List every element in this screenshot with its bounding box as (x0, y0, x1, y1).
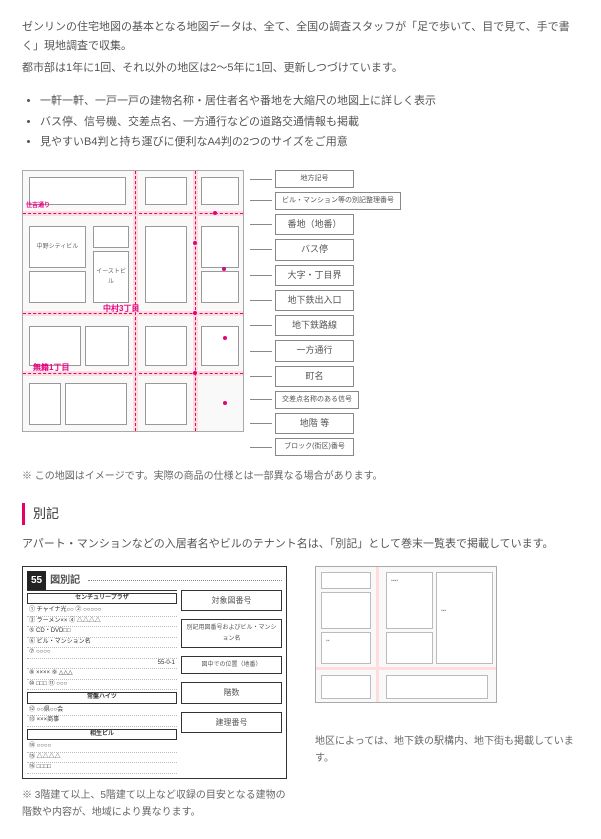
legend-tag: 地下鉄出入口 (275, 290, 354, 311)
legend-tag: 一方通行 (275, 340, 354, 361)
bekki-tag: 階数 (181, 682, 282, 704)
feature-list: 一軒一軒、一戸一戸の建物名称・居住者名や番地を大縮尺の地図上に詳しく表示 バス停… (22, 92, 579, 152)
bekki-page-num: 55 (27, 571, 46, 590)
bekki-tag: 別記用図番号およびビル・マンション名 (181, 619, 282, 647)
bekki-lead: アパート・マンションなどの入居者名やビルのテナント名は、「別記」として巻末一覧表… (22, 535, 579, 554)
bekki-note: ※ 3階建て以上、5階建て以上など収録の目安となる建物の階数や内容が、地域により… (22, 787, 287, 821)
subway-column: ▪▪▪▪ ▪▪▪ ▪▪ 地区によっては、地下鉄の駅構内、地下街も掲載しています。 (315, 566, 579, 767)
map-note: ※ この地図はイメージです。実際の商品の仕様とは一部異なる場合があります。 (22, 468, 579, 485)
sample-map-figure: 中野シティビル イーストビル 住吉通り 中村3丁目 無籍1丁目 (22, 170, 579, 485)
bekki-list: センチュリープラザ ① チャイナ光○○ ② ○○○○○ ③ ラーメン×× ④ △… (27, 590, 177, 774)
feature-item: バス停、信号機、交差点名、一方通行などの道路交通情報も掲載 (40, 113, 579, 132)
legend-tag: ビル・マンション等の別記整理番号 (275, 192, 401, 210)
legend-tag: 番地（地番） (275, 214, 354, 235)
feature-item: 見やすいB4判と持ち運びに便利なA4判の2つのサイズをご用意 (40, 133, 579, 152)
legend-tag: 交差点名称のある信号 (275, 391, 359, 409)
bekki-tag: 建理番号 (181, 712, 282, 734)
bekki-tag: 図中での位置（地番） (181, 656, 282, 674)
bekki-fig-title: 図別記 (50, 572, 80, 589)
feature-item: 一軒一軒、一戸一戸の建物名称・居住者名や番地を大縮尺の地図上に詳しく表示 (40, 92, 579, 111)
intro-line-1: ゼンリンの住宅地図の基本となる地図データは、全て、全国の調査スタッフが「足で歩い… (22, 18, 579, 55)
legend-tag: ブロック(街区)番号 (275, 438, 354, 456)
bekki-heading: 別記 (22, 503, 579, 525)
legend-tag: 地方記号 (275, 170, 354, 188)
map-image: 中野シティビル イーストビル 住吉通り 中村3丁目 無籍1丁目 (22, 170, 244, 432)
subway-map-image: ▪▪▪▪ ▪▪▪ ▪▪ (315, 566, 497, 703)
legend-tag: 町名 (275, 366, 354, 387)
bekki-left-column: 55 図別記 センチュリープラザ ① チャイナ光○○ ② ○○○○○ ③ ラーメ… (22, 566, 287, 821)
legend-tag: 地階 等 (275, 413, 354, 434)
subway-note: 地区によっては、地下鉄の駅構内、地下街も掲載しています。 (315, 733, 579, 767)
bekki-tag: 対象図番号 (181, 590, 282, 612)
intro-line-2: 都市部は1年に1回、それ以外の地区は2〜5年に1回、更新しつづけています。 (22, 59, 579, 78)
legend-tag: バス停 (275, 239, 354, 260)
map-legend: 地方記号 ビル・マンション等の別記整理番号 番地（地番） バス停 大字・丁目界 … (250, 170, 401, 460)
bekki-figure: 55 図別記 センチュリープラザ ① チャイナ光○○ ② ○○○○○ ③ ラーメ… (22, 566, 287, 779)
legend-tag: 地下鉄路線 (275, 315, 354, 336)
legend-tag: 大字・丁目界 (275, 265, 354, 286)
bekki-tag-column: 対象図番号 別記用図番号およびビル・マンション名 図中での位置（地番） 階数 建… (181, 590, 282, 774)
